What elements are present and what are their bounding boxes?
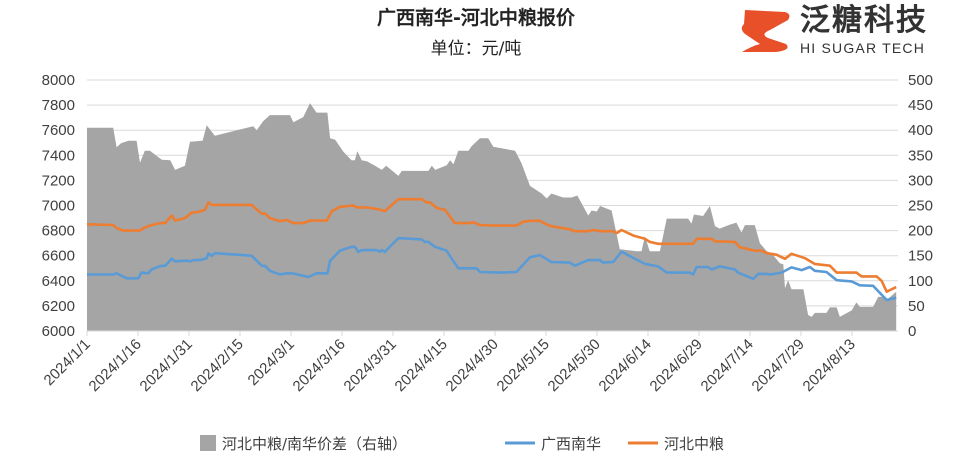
y-left-tick-label: 6800 [42,223,75,240]
y-left-tick-label: 7800 [42,97,75,114]
y-right-tick-label: 50 [908,298,925,315]
x-tick-label: 2024/1/1 [41,336,94,389]
legend-swatch-spread [200,435,216,451]
chart-subtitle: 单位：元/吨 [431,39,522,59]
y-right-tick-label: 150 [908,248,933,265]
y-right-tick-label: 250 [908,198,933,215]
y-left-tick-label: 7600 [42,122,75,139]
y-right-tick-label: 500 [908,72,933,89]
y-right-tick-label: 0 [908,323,916,340]
x-tick-label: 2024/7/14 [698,336,757,395]
y-right-tick-label: 100 [908,273,933,290]
x-tick-label: 2024/3/31 [341,336,400,395]
hebei-zhongliang-line [86,197,897,294]
x-tick-label: 2024/5/15 [494,336,553,395]
legend-label-guangxi: 广西南华 [541,435,601,453]
y-left-tick-label: 6400 [42,273,75,290]
y-right-tick-label: 200 [908,223,933,240]
y-left-tick-label: 6200 [42,298,75,315]
logo-name-en: HI SUGAR TECH [800,40,925,56]
y-left-tick-label: 7200 [42,172,75,189]
x-tick-label: 2024/4/30 [443,336,502,395]
spread-area-series [87,103,897,331]
logo-mark-icon [741,10,790,52]
y-right-tick-label: 300 [908,172,933,189]
spread-area [87,103,897,331]
price-line-series [86,197,897,302]
x-tick-label: 2024/8/13 [800,336,859,395]
x-tick-label: 2024/7/29 [749,336,808,395]
y-right-tick-label: 350 [908,147,933,164]
x-tick-label: 2024/6/14 [596,336,655,395]
legend-label-spread: 河北中粮/南华价差（右轴） [222,435,407,453]
y-left-tick-label: 7400 [42,147,75,164]
x-tick-label: 2024/1/31 [137,336,196,395]
x-tick-label: 2024/6/29 [647,336,706,395]
x-tick-label: 2024/3/16 [290,336,349,395]
y-left-tick-label: 6600 [42,248,75,265]
logo: 泛糖科技 HI SUGAR TECH [741,3,928,56]
logo-name-cn: 泛糖科技 [800,3,928,38]
x-tick-label: 2024/4/15 [392,336,451,395]
guangxi-nanhua-line [87,236,897,302]
x-tick-label: 2024/1/16 [86,336,145,395]
y-left-tick-label: 6000 [42,323,75,340]
y-right-tick-label: 450 [908,97,933,114]
y-right-tick-label: 400 [908,122,933,139]
x-tick-label: 2024/5/30 [545,336,604,395]
x-tick-label: 2024/2/15 [188,336,247,395]
x-tick-label: 2024/3/1 [245,336,298,389]
y-left-tick-label: 7000 [42,198,75,215]
legend-label-hebei: 河北中粮 [664,435,724,453]
y-left-tick-label: 8000 [42,72,75,89]
legend: 河北中粮/南华价差（右轴） 广西南华 河北中粮 [200,435,724,453]
chart-title: 广西南华-河北中粮报价 [377,6,576,29]
